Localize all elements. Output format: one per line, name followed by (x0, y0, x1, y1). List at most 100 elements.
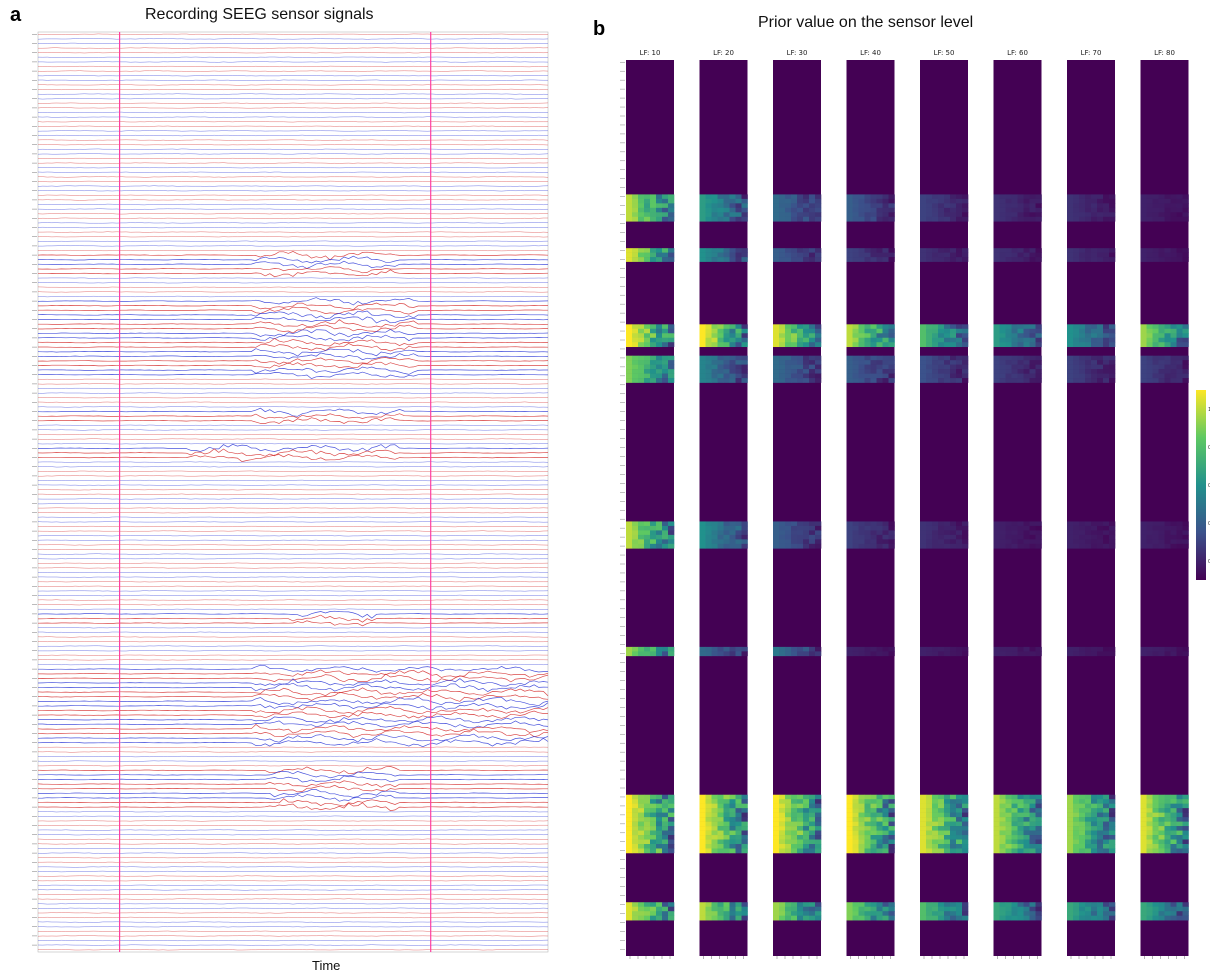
heatmap-cell (864, 252, 871, 258)
signal-trace (38, 576, 548, 578)
heatmap-cell (1011, 328, 1018, 334)
heatmap-cell (1097, 333, 1104, 339)
heatmap-cell (662, 364, 669, 370)
heatmap-cell (797, 342, 804, 348)
heatmap-cell (926, 378, 933, 383)
heatmap-cell (717, 817, 724, 822)
signal-trace (37, 448, 549, 457)
heatmap-cell (1079, 821, 1086, 827)
heatmap-cell (1176, 826, 1183, 831)
heatmap-cell (815, 902, 822, 908)
heatmap-cell (993, 826, 1000, 831)
heatmap-cell (773, 906, 780, 912)
heatmap-cell (1017, 216, 1024, 222)
heatmap-cell (729, 257, 736, 262)
heatmap-cell (950, 328, 957, 334)
heatmap-cell (803, 794, 810, 800)
heatmap-cell (864, 212, 871, 218)
heatmap-cell (662, 808, 669, 813)
heatmap-cell (729, 207, 736, 213)
heatmap-cell (1029, 646, 1036, 652)
heatmap-cell (773, 252, 780, 258)
heatmap-cell (876, 812, 883, 818)
heatmap-cell (1176, 328, 1183, 334)
signal-trace (38, 608, 549, 610)
heatmap-cell (846, 799, 853, 804)
heatmap-cell (791, 651, 798, 657)
heatmap-cell (932, 369, 939, 374)
heatmap-cell (1079, 826, 1086, 831)
heatmap-cell (932, 902, 939, 908)
heatmap-cell (729, 337, 736, 343)
heatmap-cell (779, 539, 786, 545)
heatmap-cell (632, 543, 639, 549)
heatmap-cell (1158, 817, 1165, 822)
heatmap-cell (1035, 803, 1042, 809)
heatmap-cell (791, 198, 798, 204)
heatmap-cell (846, 378, 853, 383)
heatmap-cell (1035, 844, 1042, 849)
heatmap-cell (668, 651, 675, 657)
heatmap-cell (797, 252, 804, 258)
heatmap-cell (858, 539, 865, 545)
heatmap-cell (1035, 646, 1042, 652)
heatmap-cell (852, 525, 859, 531)
heatmap-cell (809, 821, 816, 827)
heatmap-cell (1005, 324, 1012, 330)
heatmap-cell (870, 364, 877, 370)
heatmap-cell (779, 355, 786, 361)
heatmap-cell (1146, 808, 1153, 813)
heatmap-cell (999, 812, 1006, 818)
heatmap-cell (1146, 342, 1153, 348)
heatmap-cell (773, 821, 780, 827)
heatmap-cell (644, 198, 651, 204)
heatmap-cell (1176, 839, 1183, 845)
signal-trace (37, 266, 549, 274)
signal-trace (37, 75, 549, 77)
heatmap-cell (1158, 257, 1165, 262)
heatmap-cell (1005, 328, 1012, 334)
heatmap-cell (791, 342, 798, 348)
heatmap-cell (932, 337, 939, 343)
heatmap-cell (1017, 373, 1024, 379)
heatmap-cell (668, 830, 675, 836)
heatmap-cell (1005, 902, 1012, 908)
heatmap-cell (638, 248, 645, 253)
heatmap-cell (1091, 906, 1098, 912)
heatmap-cell (656, 799, 663, 804)
heatmap-cell (815, 248, 822, 253)
heatmap-cell (779, 216, 786, 222)
heatmap-cell (717, 911, 724, 916)
heatmap-cell (711, 216, 718, 222)
heatmap-cell (852, 198, 859, 204)
signal-trace (37, 240, 549, 242)
heatmap-cell (668, 378, 675, 383)
heatmap-cell (632, 194, 639, 200)
heatmap-cell (1085, 530, 1092, 536)
heatmap-cell (999, 646, 1006, 652)
heatmap-cell (668, 252, 675, 258)
heatmap-cell (876, 830, 883, 836)
heatmap-cell (699, 817, 706, 822)
heatmap-cell (1017, 902, 1024, 908)
heatmap-cell (938, 194, 945, 200)
heatmap-cell (699, 821, 706, 827)
heatmap-cell (876, 342, 883, 348)
heatmap-cell (1170, 803, 1177, 809)
heatmap-cell (1017, 646, 1024, 652)
heatmap-cell (852, 252, 859, 258)
heatmap-cell (1017, 839, 1024, 845)
heatmap-cell (791, 911, 798, 916)
heatmap-cell (717, 207, 724, 213)
heatmap-cell (1011, 799, 1018, 804)
heatmap-cell (852, 915, 859, 921)
heatmap-cell (962, 203, 969, 209)
heatmap-cell (1011, 207, 1018, 213)
signal-trace (37, 815, 549, 817)
heatmap-cell (852, 207, 859, 213)
heatmap-cell (1152, 525, 1159, 531)
signal-trace (37, 251, 549, 261)
signal-trace (37, 144, 549, 146)
heatmap-cell (858, 355, 865, 361)
heatmap-cell (876, 844, 883, 849)
